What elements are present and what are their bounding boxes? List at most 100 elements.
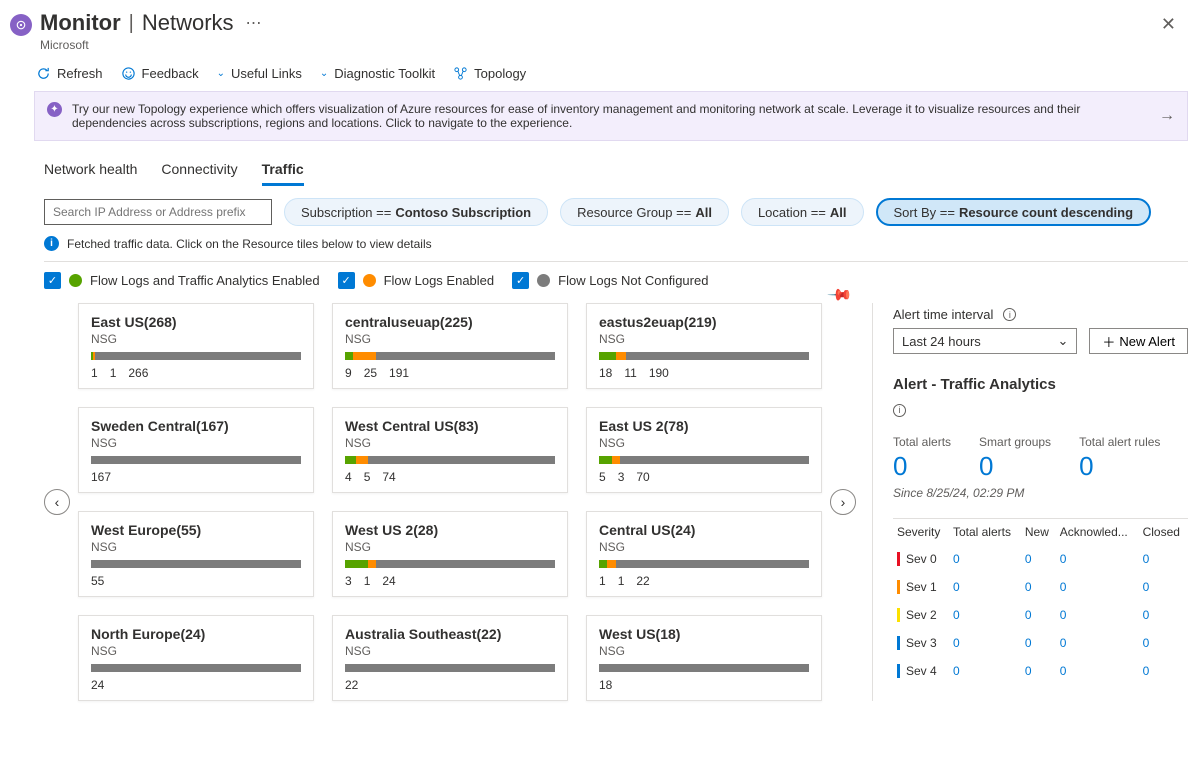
banner-arrow-icon[interactable]: → — [1159, 107, 1175, 125]
table-row[interactable]: Sev 4 0 0 0 0 — [893, 657, 1188, 685]
region-card[interactable]: East US 2(78)NSG5370 — [586, 407, 822, 493]
region-card[interactable]: West US(18)NSG18 — [586, 615, 822, 701]
feedback-button[interactable]: Feedback — [121, 66, 199, 81]
stat-item: Smart groups0 — [979, 435, 1051, 482]
alert-count[interactable]: 0 — [1143, 636, 1150, 650]
alert-count[interactable]: 0 — [1060, 636, 1067, 650]
useful-links-label: Useful Links — [231, 66, 302, 81]
alert-count[interactable]: 0 — [1025, 552, 1032, 566]
table-row[interactable]: Sev 10000 — [893, 573, 1188, 601]
region-title: West Central US(83) — [345, 418, 555, 434]
alert-count[interactable]: 0 — [1143, 580, 1150, 594]
region-card[interactable]: East US(268)NSG11266 — [78, 303, 314, 389]
region-subtitle: NSG — [345, 540, 555, 554]
region-card[interactable]: centraluseuap(225)NSG925191 — [332, 303, 568, 389]
title-separator: | — [129, 12, 134, 35]
status-counts: 1122 — [599, 574, 809, 588]
location-filter[interactable]: Location == All — [741, 198, 864, 226]
useful-links-button[interactable]: ⌄ Useful Links — [217, 66, 302, 81]
next-page-button[interactable]: › — [830, 489, 856, 515]
checkbox-icon[interactable]: ✓ — [512, 272, 529, 289]
topology-banner[interactable]: ✦ Try our new Topology experience which … — [34, 91, 1188, 141]
prev-page-button[interactable]: ‹ — [44, 489, 70, 515]
status-counts: 22 — [345, 678, 555, 692]
help-icon[interactable]: i — [893, 404, 906, 417]
alert-count[interactable]: 0 — [1025, 636, 1032, 650]
severity-badge: Sev 4 — [897, 664, 937, 678]
close-icon[interactable]: ✕ — [1157, 10, 1180, 39]
region-card[interactable]: eastus2euap(219)NSG1811190 — [586, 303, 822, 389]
region-title: West Europe(55) — [91, 522, 301, 538]
alert-count[interactable]: 0 — [953, 636, 960, 650]
region-card[interactable]: West Central US(83)NSG4574 — [332, 407, 568, 493]
table-row[interactable]: Sev 20000 — [893, 601, 1188, 629]
page-section: Networks — [142, 10, 234, 36]
help-icon[interactable]: i — [1003, 308, 1016, 321]
topology-label: Topology — [474, 66, 526, 81]
tab-connectivity[interactable]: Connectivity — [161, 155, 237, 186]
region-title: East US(268) — [91, 314, 301, 330]
alert-count[interactable]: 0 — [1143, 664, 1150, 678]
region-card[interactable]: Central US(24)NSG1122 — [586, 511, 822, 597]
legend-enabled[interactable]: ✓ Flow Logs and Traffic Analytics Enable… — [44, 272, 320, 289]
alert-count[interactable]: 0 — [1143, 552, 1150, 566]
legend-not-configured[interactable]: ✓ Flow Logs Not Configured — [512, 272, 708, 289]
table-header: Severity — [893, 518, 949, 545]
region-card[interactable]: West US 2(28)NSG3124 — [332, 511, 568, 597]
alert-count[interactable]: 0 — [1025, 580, 1032, 594]
legend: ✓ Flow Logs and Traffic Analytics Enable… — [0, 272, 1200, 303]
region-title: Sweden Central(167) — [91, 418, 301, 434]
since-text: Since 8/25/24, 02:29 PM — [893, 486, 1188, 500]
topology-button[interactable]: Topology — [453, 66, 526, 81]
region-card[interactable]: Sweden Central(167)NSG167 — [78, 407, 314, 493]
diagnostic-toolkit-button[interactable]: ⌄ Diagnostic Toolkit — [320, 66, 435, 81]
alert-count[interactable]: 0 — [1143, 608, 1150, 622]
region-subtitle: NSG — [91, 540, 301, 554]
legend-flow-enabled[interactable]: ✓ Flow Logs Enabled — [338, 272, 495, 289]
alert-count[interactable]: 0 — [1060, 608, 1067, 622]
table-row[interactable]: Sev 00000 — [893, 545, 1188, 573]
region-card[interactable]: Australia Southeast(22) NSG 22 — [332, 615, 568, 701]
more-menu-icon[interactable]: ⋯ — [246, 13, 262, 33]
alert-count[interactable]: 0 — [1060, 664, 1067, 678]
status-bar — [345, 560, 555, 568]
tab-network-health[interactable]: Network health — [44, 155, 137, 186]
checkbox-icon[interactable]: ✓ — [338, 272, 355, 289]
divider — [44, 261, 1188, 262]
resource-group-filter[interactable]: Resource Group == All — [560, 198, 729, 226]
new-alert-button[interactable]: ＋ New Alert — [1089, 328, 1188, 354]
command-bar: Refresh Feedback ⌄ Useful Links ⌄ Diagno… — [0, 56, 1200, 91]
tab-traffic[interactable]: Traffic — [262, 155, 304, 186]
region-title: centraluseuap(225) — [345, 314, 555, 330]
region-title: Central US(24) — [599, 522, 809, 538]
alert-count[interactable]: 0 — [1025, 664, 1032, 678]
interval-select[interactable]: Last 24 hours ⌄ — [893, 328, 1077, 354]
region-card[interactable]: West Europe(55)NSG55 — [78, 511, 314, 597]
alert-panel: Alert time interval i Last 24 hours ⌄ ＋ … — [872, 303, 1188, 701]
legend-not-label: Flow Logs Not Configured — [558, 273, 708, 288]
severity-table: SeverityTotal alertsNewAcknowled...Close… — [893, 518, 1188, 685]
search-input[interactable] — [44, 199, 272, 225]
alert-count[interactable]: 0 — [1025, 608, 1032, 622]
refresh-button[interactable]: Refresh — [36, 66, 103, 81]
region-card[interactable]: North Europe(24)NSG24 — [78, 615, 314, 701]
refresh-label: Refresh — [57, 66, 103, 81]
alert-count[interactable]: 0 — [953, 552, 960, 566]
alert-count[interactable]: 0 — [953, 608, 960, 622]
feedback-label: Feedback — [142, 66, 199, 81]
checkbox-icon[interactable]: ✓ — [44, 272, 61, 289]
status-counts: 3124 — [345, 574, 555, 588]
subscription-filter[interactable]: Subscription == Contoso Subscription — [284, 198, 548, 226]
table-row[interactable]: Sev 30000 — [893, 629, 1188, 657]
region-subtitle: NSG — [345, 644, 555, 658]
status-counts: 24 — [91, 678, 301, 692]
region-title: East US 2(78) — [599, 418, 809, 434]
alert-count[interactable]: 0 — [1060, 552, 1067, 566]
sort-filter[interactable]: Sort By == Resource count descending — [876, 198, 1152, 226]
alert-count[interactable]: 0 — [953, 580, 960, 594]
alert-count[interactable]: 0 — [1060, 580, 1067, 594]
info-message: i Fetched traffic data. Click on the Res… — [0, 236, 1200, 261]
region-title: Australia Southeast(22) — [345, 626, 555, 642]
topology-icon — [453, 66, 468, 81]
alert-count[interactable]: 0 — [953, 664, 960, 678]
